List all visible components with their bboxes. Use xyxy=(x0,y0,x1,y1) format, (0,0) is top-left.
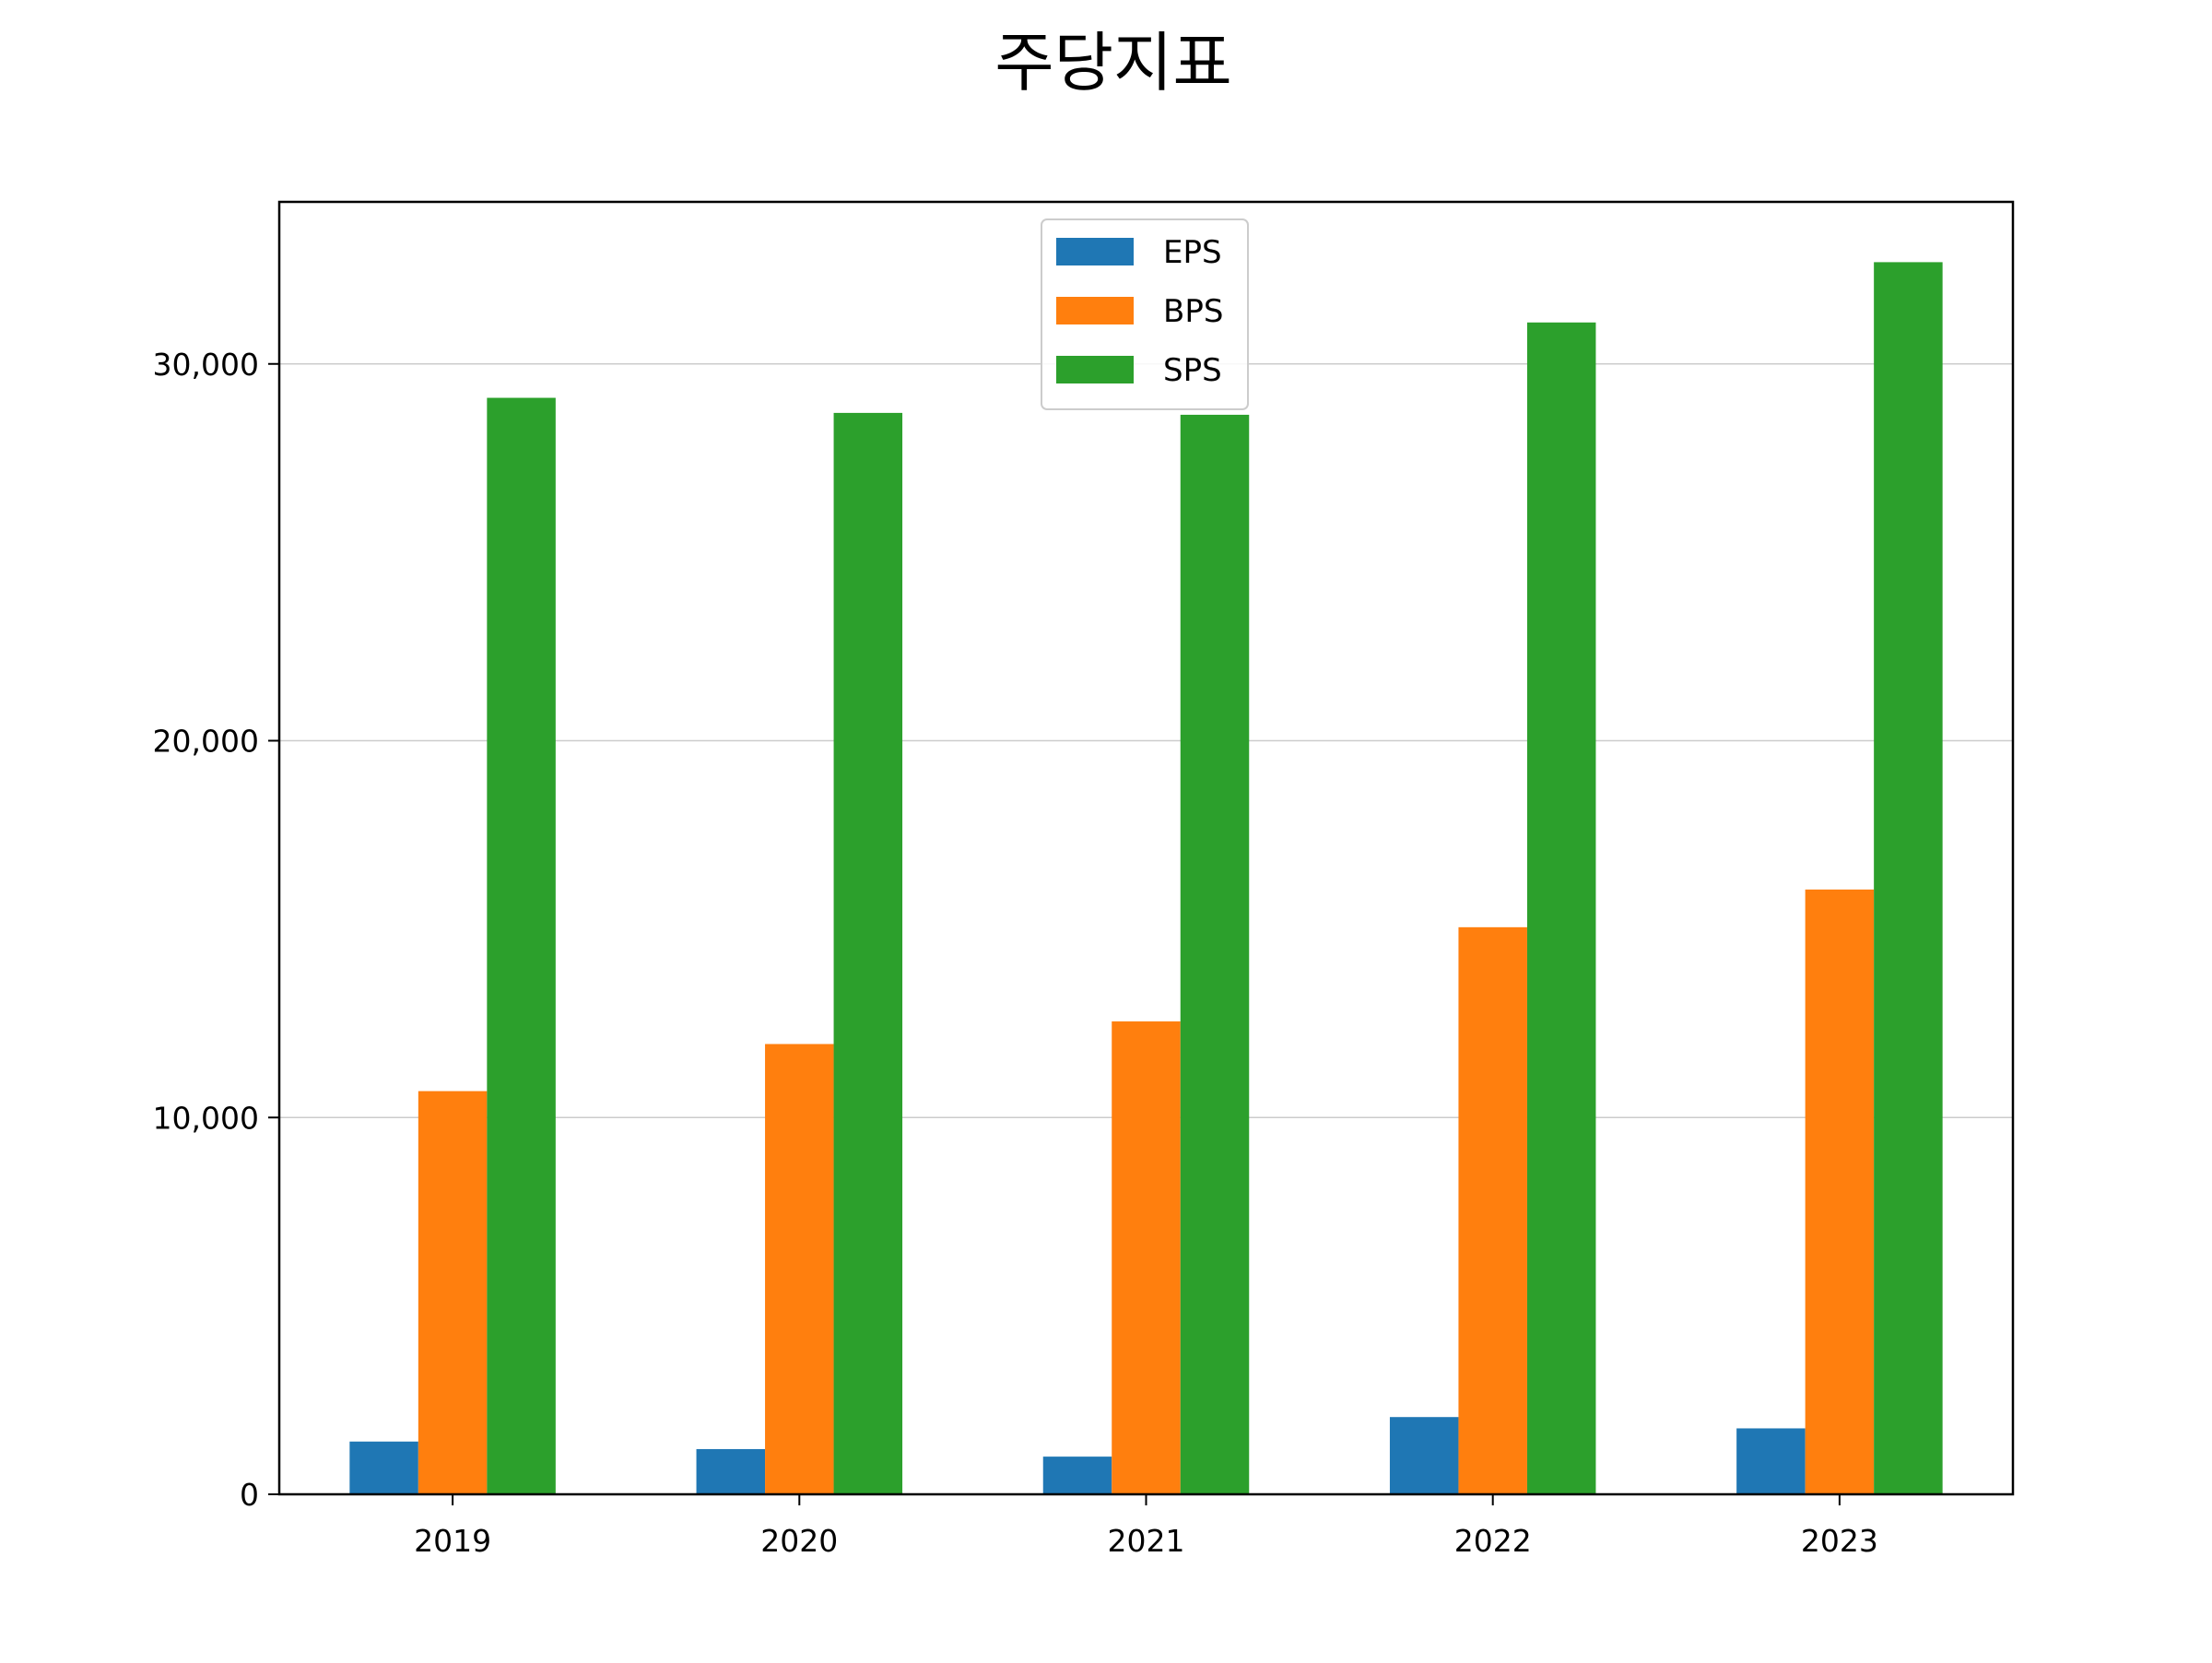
chart-title: 주당지표 xyxy=(994,25,1232,100)
bar-sps-2020 xyxy=(833,412,903,1494)
legend-swatch-sps xyxy=(1056,356,1134,383)
legend-label-bps: BPS xyxy=(1163,293,1223,330)
bar-eps-2021 xyxy=(1042,1457,1112,1494)
bar-eps-2020 xyxy=(696,1448,766,1494)
legend-label-eps: EPS xyxy=(1163,234,1222,271)
x-tick-label: 2023 xyxy=(1801,1523,1878,1559)
legend-swatch-bps xyxy=(1056,297,1134,324)
bar-sps-2022 xyxy=(1526,322,1596,1494)
y-tick-label: 30,000 xyxy=(153,347,259,383)
y-tick-label: 0 xyxy=(240,1477,259,1513)
x-axis: 2019 2020 2021 2022 2023 xyxy=(414,1494,1878,1559)
bar-bps-2019 xyxy=(418,1091,488,1494)
legend[interactable]: EPS BPS SPS xyxy=(1041,218,1249,410)
bar-bps-2022 xyxy=(1458,926,1527,1494)
y-axis: 0 10,000 20,000 30,000 xyxy=(153,347,279,1513)
x-tick-label: 2021 xyxy=(1108,1523,1185,1559)
legend-swatch-eps xyxy=(1056,238,1134,265)
y-tick-label: 10,000 xyxy=(153,1100,259,1136)
bar-bps-2021 xyxy=(1112,1021,1181,1494)
x-tick-label: 2019 xyxy=(414,1523,491,1559)
bar-eps-2019 xyxy=(349,1441,418,1494)
bar-sps-2021 xyxy=(1180,414,1250,1495)
bar-sps-2023 xyxy=(1874,262,1943,1494)
bar-bps-2020 xyxy=(765,1044,834,1494)
bar-sps-2019 xyxy=(487,397,556,1494)
x-tick-label: 2022 xyxy=(1454,1523,1532,1559)
bar-eps-2022 xyxy=(1389,1417,1459,1494)
bars xyxy=(349,262,1943,1495)
x-tick-label: 2020 xyxy=(760,1523,838,1559)
bar-eps-2023 xyxy=(1736,1428,1806,1494)
legend-label-sps: SPS xyxy=(1163,352,1222,389)
y-tick-label: 20,000 xyxy=(153,724,259,760)
bar-bps-2023 xyxy=(1805,889,1875,1494)
